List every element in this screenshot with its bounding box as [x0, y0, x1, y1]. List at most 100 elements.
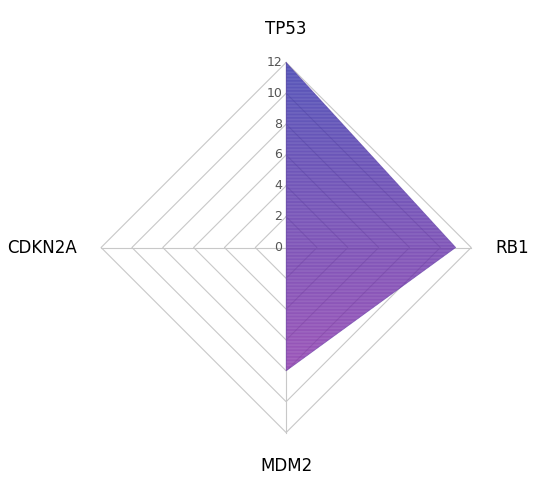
Polygon shape	[286, 270, 425, 271]
Polygon shape	[286, 164, 380, 165]
Polygon shape	[286, 268, 427, 269]
Polygon shape	[286, 206, 419, 207]
Polygon shape	[286, 210, 422, 211]
Polygon shape	[286, 286, 403, 287]
Text: CDKN2A: CDKN2A	[7, 239, 77, 256]
Polygon shape	[286, 62, 287, 63]
Polygon shape	[286, 264, 432, 265]
Polygon shape	[286, 159, 376, 160]
Polygon shape	[286, 136, 354, 137]
Polygon shape	[286, 99, 321, 100]
Polygon shape	[286, 302, 381, 303]
Polygon shape	[286, 202, 415, 203]
Polygon shape	[286, 354, 310, 355]
Polygon shape	[286, 126, 345, 127]
Polygon shape	[286, 273, 421, 274]
Polygon shape	[286, 161, 377, 162]
Polygon shape	[286, 246, 455, 247]
Polygon shape	[286, 165, 381, 166]
Polygon shape	[286, 196, 409, 197]
Polygon shape	[286, 298, 386, 299]
Polygon shape	[286, 314, 365, 315]
Polygon shape	[286, 254, 446, 255]
Text: 10: 10	[267, 87, 283, 100]
Polygon shape	[286, 362, 298, 363]
Polygon shape	[286, 361, 300, 362]
Polygon shape	[286, 240, 449, 241]
Polygon shape	[286, 331, 341, 332]
Polygon shape	[286, 285, 404, 286]
Polygon shape	[286, 182, 397, 183]
Polygon shape	[286, 117, 337, 118]
Polygon shape	[286, 330, 342, 331]
Polygon shape	[286, 303, 379, 304]
Polygon shape	[286, 232, 442, 233]
Text: 0: 0	[274, 241, 283, 254]
Polygon shape	[286, 241, 450, 242]
Polygon shape	[286, 78, 301, 79]
Polygon shape	[286, 348, 317, 349]
Polygon shape	[286, 352, 312, 353]
Polygon shape	[286, 229, 439, 230]
Polygon shape	[286, 231, 442, 232]
Polygon shape	[286, 94, 316, 95]
Polygon shape	[286, 293, 393, 294]
Polygon shape	[286, 317, 360, 318]
Polygon shape	[286, 75, 298, 76]
Polygon shape	[286, 127, 346, 128]
Polygon shape	[286, 92, 313, 93]
Polygon shape	[286, 86, 309, 87]
Polygon shape	[286, 235, 445, 236]
Polygon shape	[286, 324, 351, 325]
Polygon shape	[286, 205, 417, 206]
Polygon shape	[286, 215, 427, 216]
Polygon shape	[286, 307, 373, 308]
Polygon shape	[286, 263, 434, 264]
Polygon shape	[286, 259, 440, 260]
Polygon shape	[286, 169, 384, 170]
Polygon shape	[286, 142, 360, 143]
Polygon shape	[286, 207, 420, 208]
Polygon shape	[286, 133, 352, 134]
Polygon shape	[286, 183, 397, 184]
Polygon shape	[286, 332, 339, 333]
Polygon shape	[286, 90, 312, 91]
Polygon shape	[286, 195, 409, 196]
Polygon shape	[286, 209, 421, 210]
Polygon shape	[286, 84, 307, 85]
Polygon shape	[286, 356, 306, 357]
Polygon shape	[286, 149, 367, 150]
Polygon shape	[286, 77, 300, 78]
Polygon shape	[286, 223, 434, 224]
Polygon shape	[286, 242, 452, 243]
Polygon shape	[286, 85, 307, 86]
Polygon shape	[286, 93, 315, 94]
Polygon shape	[286, 141, 359, 142]
Polygon shape	[286, 115, 335, 116]
Polygon shape	[286, 287, 402, 288]
Polygon shape	[286, 357, 305, 358]
Polygon shape	[286, 304, 377, 305]
Polygon shape	[286, 131, 350, 132]
Polygon shape	[286, 87, 310, 88]
Polygon shape	[286, 337, 333, 338]
Polygon shape	[286, 327, 346, 328]
Polygon shape	[286, 233, 443, 234]
Polygon shape	[286, 366, 293, 367]
Polygon shape	[286, 369, 288, 370]
Polygon shape	[286, 265, 431, 266]
Polygon shape	[286, 114, 334, 115]
Polygon shape	[286, 340, 328, 341]
Polygon shape	[286, 346, 320, 347]
Polygon shape	[286, 297, 387, 298]
Polygon shape	[286, 138, 356, 139]
Polygon shape	[286, 214, 426, 215]
Polygon shape	[286, 338, 332, 339]
Polygon shape	[286, 309, 371, 310]
Polygon shape	[286, 276, 416, 277]
Polygon shape	[286, 222, 433, 223]
Polygon shape	[286, 106, 327, 107]
Polygon shape	[286, 258, 441, 259]
Polygon shape	[286, 179, 394, 180]
Polygon shape	[286, 192, 405, 193]
